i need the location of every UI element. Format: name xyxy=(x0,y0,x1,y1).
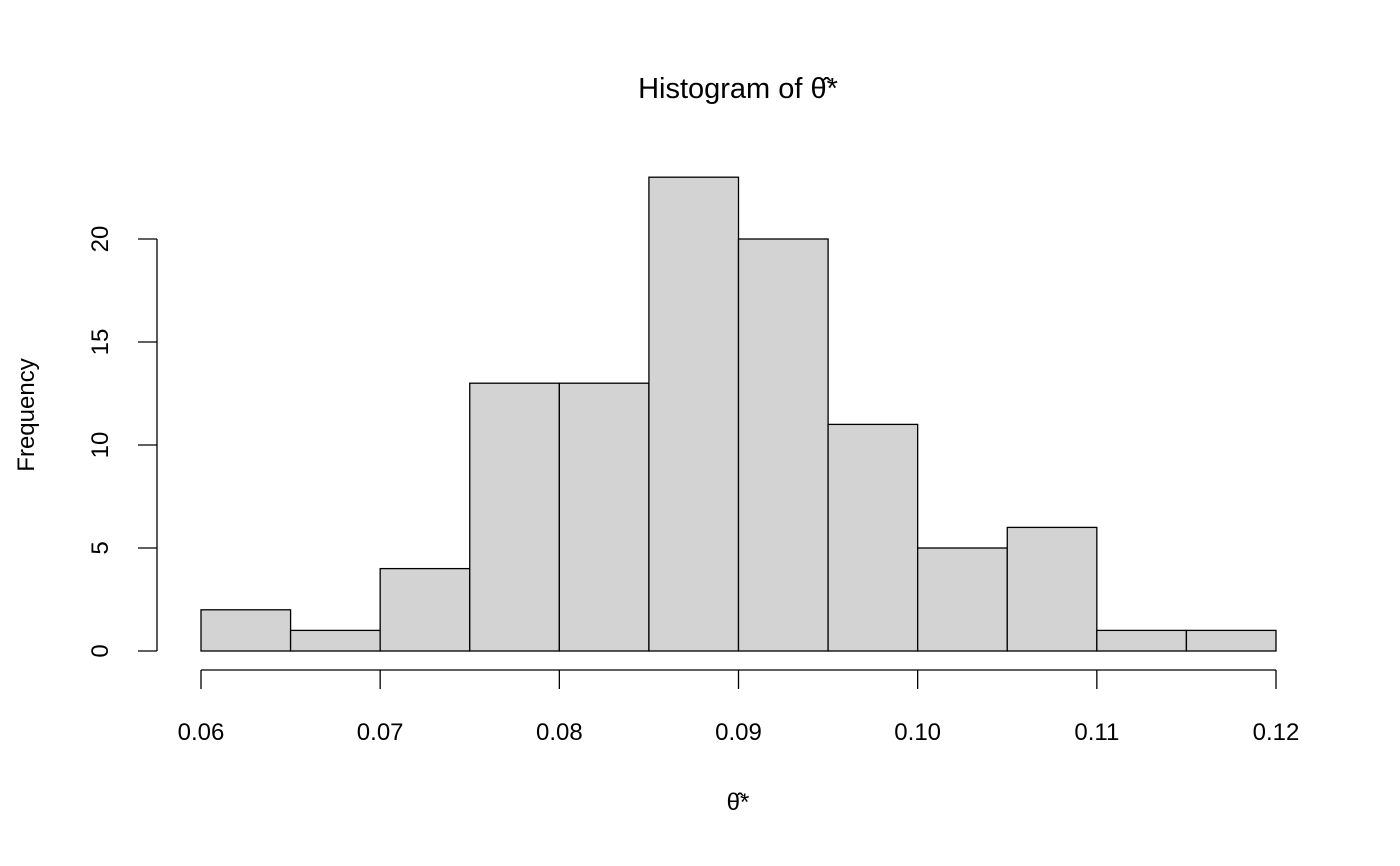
histogram-bar xyxy=(200,609,292,652)
histogram-bar xyxy=(1006,526,1098,652)
y-tick-label: 0 xyxy=(87,644,114,657)
x-tick-label: 0.08 xyxy=(536,719,583,746)
histogram-bar xyxy=(469,382,560,652)
x-tick-label: 0.10 xyxy=(894,719,941,746)
histogram-bar xyxy=(558,382,650,652)
histogram-bar xyxy=(1096,629,1188,652)
x-tick-label: 0.11 xyxy=(1074,719,1119,746)
histogram-bar xyxy=(917,547,1008,652)
x-tick-label: 0.12 xyxy=(1253,719,1300,746)
histogram-bar xyxy=(827,423,919,652)
y-tick-label: 10 xyxy=(87,432,114,459)
x-tick-label: 0.09 xyxy=(715,719,762,746)
x-tick-label: 0.06 xyxy=(178,719,225,746)
y-tick-label: 15 xyxy=(87,329,114,356)
chart-title: Histogram of θ̂* xyxy=(638,73,838,105)
histogram-bar xyxy=(648,176,740,652)
histogram-bar xyxy=(737,238,829,652)
y-tick-label: 20 xyxy=(87,226,114,253)
histogram-bar xyxy=(379,567,471,652)
y-axis-label: Frequency xyxy=(13,358,40,471)
x-tick-label: 0.07 xyxy=(357,719,404,746)
y-tick-label: 5 xyxy=(87,541,114,554)
x-axis-label: θ̂* xyxy=(727,789,750,816)
histogram-bar xyxy=(289,629,381,652)
histogram-bar xyxy=(1185,629,1277,652)
